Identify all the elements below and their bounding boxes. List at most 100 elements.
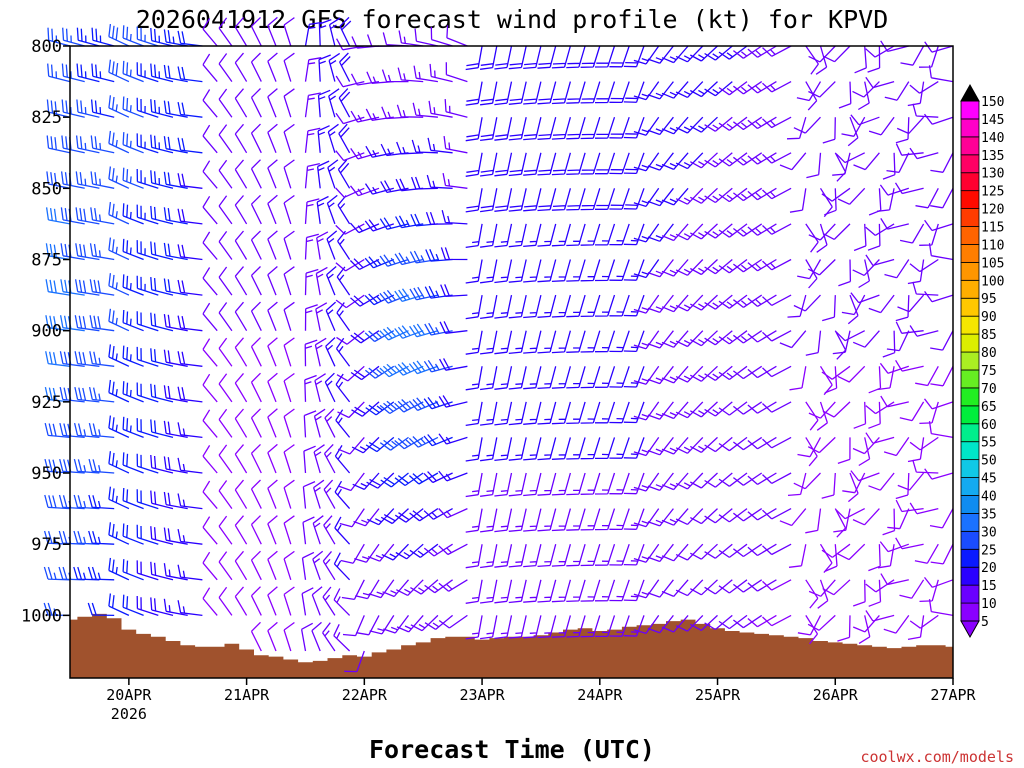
wind-barb [379,326,409,341]
wind-barb [44,458,71,474]
wind-barb [508,615,527,639]
wind-barb [74,279,100,296]
wind-barb [122,96,144,118]
wind-barb [704,543,733,559]
wind-barb [928,421,954,439]
wind-barb [177,457,203,474]
wind-barb [267,230,278,260]
wind-barb [647,45,674,64]
wind-barb [301,587,314,616]
wind-barb [580,294,601,318]
wind-barb [283,444,295,474]
wind-barb [805,223,819,253]
wind-barb [900,45,925,66]
wind-barb [439,321,468,334]
wind-barb [623,543,645,566]
wind-barb [122,274,144,296]
wind-barb [854,45,867,74]
wind-barb [177,564,203,581]
wind-barb [508,259,527,283]
wind-barb [537,81,557,105]
x-tick-label: 20APR [106,686,152,704]
chart-title: 2026041912 GFS forecast wind profile (kt… [136,5,889,34]
colorbar-label: 75 [981,364,997,379]
colorbar-label: 95 [981,292,997,307]
wind-barb [807,614,836,631]
colorbar-label: 40 [981,489,997,504]
wind-barb [408,397,439,411]
wind-barb [894,182,924,195]
wind-barb [336,302,351,332]
wind-barb [609,116,630,139]
wind-barb [633,472,660,492]
wind-barb [443,136,468,154]
wind-barb [43,602,71,617]
wind-barb [523,579,542,603]
wind-barb [304,304,318,331]
wind-barb [609,330,630,353]
wind-barb [896,116,925,135]
wind-barb [661,81,689,99]
wind-barb [234,586,248,616]
wind-barb [90,135,115,154]
wind-barb [566,508,586,531]
wind-barb [733,45,763,59]
colorbar-label: 105 [981,256,1004,271]
colorbar-label: 5 [981,615,989,630]
wind-barb [633,365,660,385]
wind-barb [928,243,954,261]
wind-barb [340,543,365,564]
wind-barb [163,598,188,617]
wind-barb [508,223,527,248]
wind-barb [202,338,218,367]
wind-barb [841,294,866,316]
wind-barb [45,315,71,332]
wind-barb [234,123,248,154]
wind-barb [808,401,836,419]
wind-barb [595,437,616,460]
wind-barb [337,195,351,225]
wind-barb [234,159,248,189]
wind-barb [136,560,159,581]
wind-barb [177,351,203,367]
wind-barb [508,45,527,70]
colorbar-swatch [960,477,980,496]
wind-barb [429,63,453,83]
wind-barb [480,223,498,248]
colorbar-bottom-arrow [960,620,980,639]
colorbar-swatch [960,279,980,299]
wind-barb [647,508,674,527]
wind-barb [202,267,218,296]
wind-barb [480,330,498,355]
wind-barb [868,116,895,136]
wind-barb [909,258,939,273]
wind-barb [762,543,792,556]
colorbar-swatch [960,584,980,604]
wind-barb [350,365,380,381]
wind-barb [822,295,836,322]
wind-barb [108,24,130,47]
colorbar-swatch [960,154,980,174]
wind-barb [334,516,351,545]
wind-barb [439,358,468,371]
wind-barb [566,294,586,318]
wind-barb [58,566,85,581]
wind-barb [609,401,630,424]
wind-barb [704,330,733,346]
wind-barb [877,366,895,391]
wind-barb [661,259,689,277]
wind-barb [661,614,689,633]
wind-barb [365,401,395,416]
wind-barb [465,437,483,462]
wind-barb [304,198,320,224]
wind-barb [852,508,880,526]
colorbar-top-arrow [960,83,980,102]
wind-barb [821,365,851,380]
wind-barb [853,223,867,252]
wind-barb [537,188,557,212]
wind-barb [163,207,188,225]
wind-barb [675,472,704,490]
colorbar-label: 15 [981,579,997,594]
wind-barb [304,374,317,402]
wind-barb [689,187,718,204]
